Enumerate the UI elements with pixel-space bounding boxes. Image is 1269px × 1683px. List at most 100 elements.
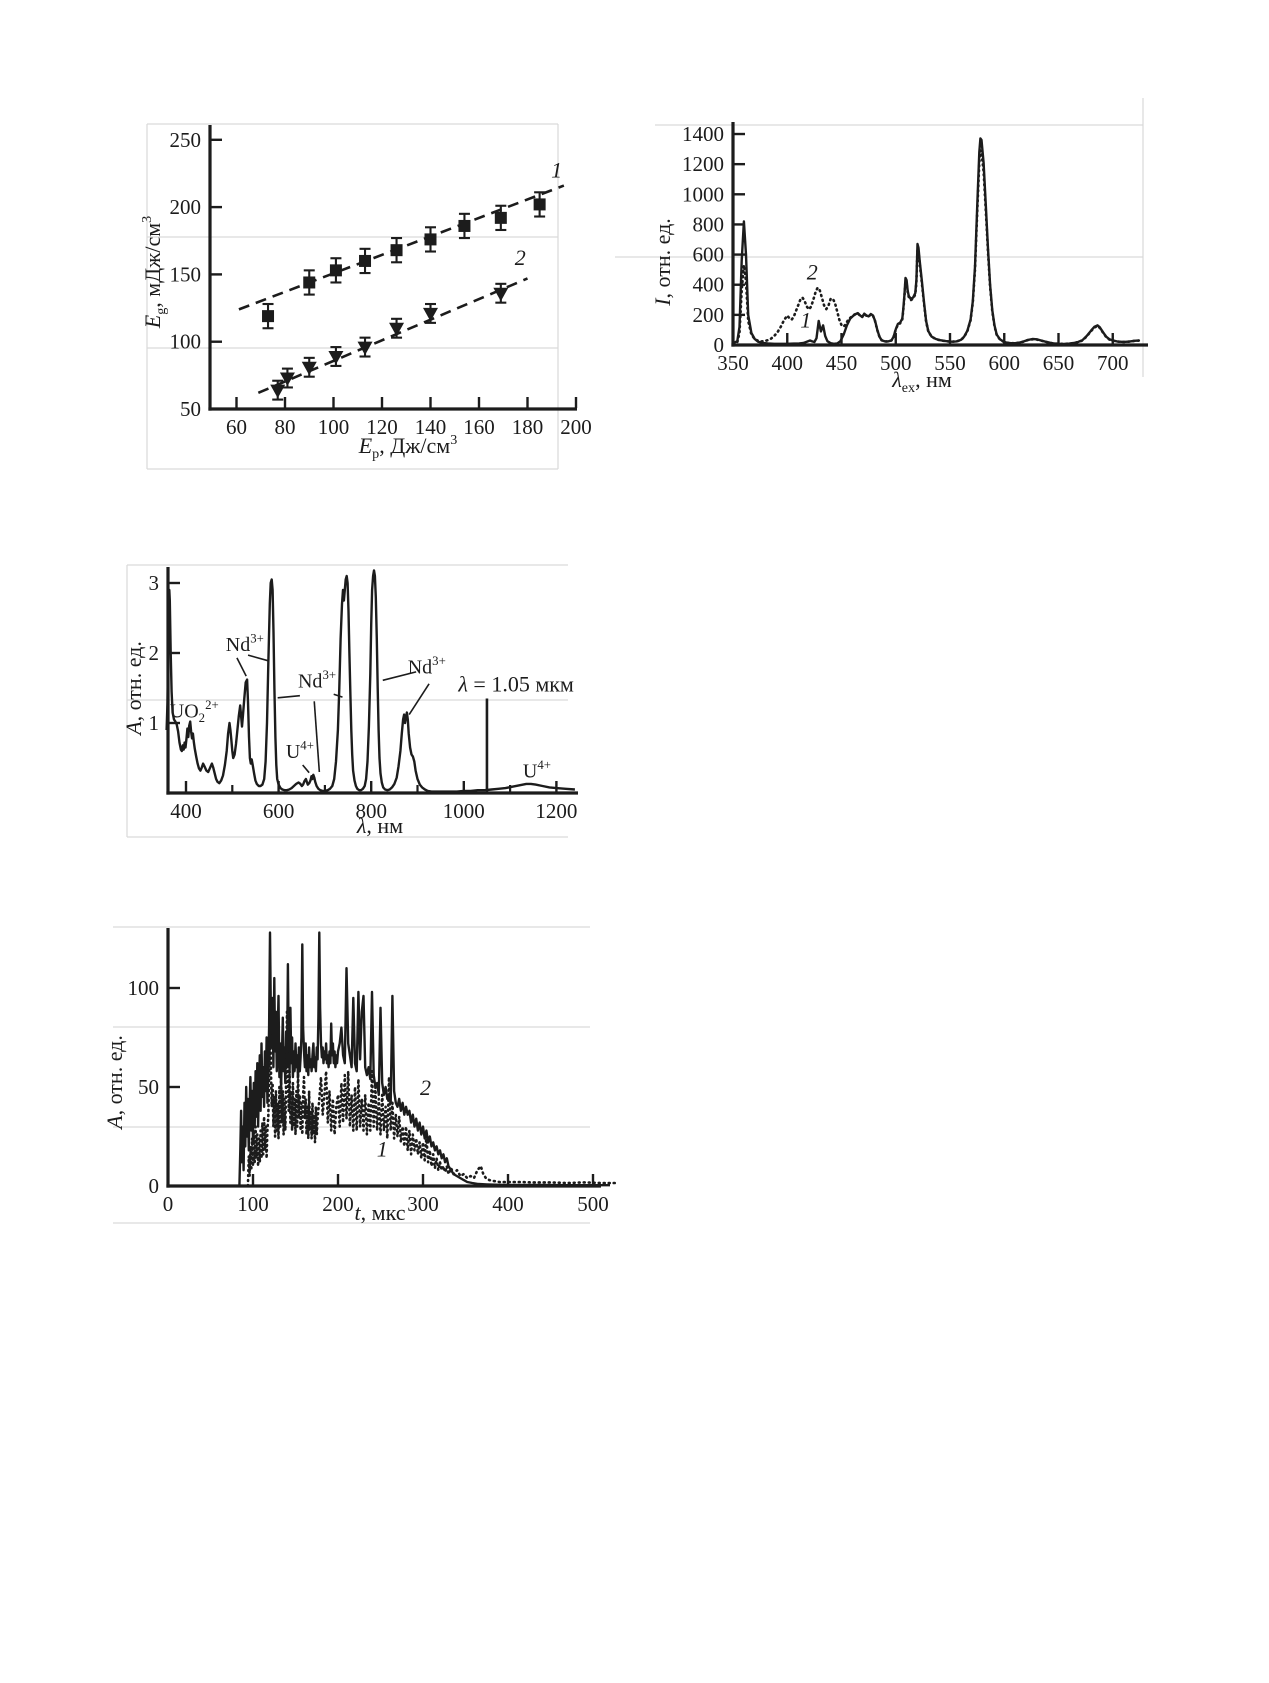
annotation-3: U4+: [286, 739, 314, 774]
axes: 400 600 800 1000 1200 1 2 3 λ, нм A, отн. ед.: [121, 567, 578, 838]
y-tick-label: 600: [693, 243, 725, 267]
annotation-leader: [382, 671, 417, 682]
y-tick-label: 150: [170, 262, 202, 286]
y-tick-label: 1: [149, 711, 160, 735]
axes: 350 400 450 500 550 600 650 700 0 200 400 600 800 100…: [650, 122, 1148, 396]
curve-absorption-spectrum: [165, 569, 575, 793]
series-1: 1: [246, 1010, 620, 1188]
y-axis-title: Eg, мДж/см3: [139, 216, 169, 329]
annotation-leader: [236, 657, 247, 677]
annotation-0: UO22+: [170, 698, 219, 725]
annotation-text: UO22+: [170, 698, 219, 725]
y-tick-label: 3: [149, 571, 160, 595]
faint-rules: [113, 98, 1144, 1224]
series-label-2: 2: [515, 245, 526, 270]
annotation-leader: [313, 701, 321, 773]
x-tick-label: 200: [560, 415, 592, 439]
x-tick-label: 550: [934, 351, 966, 375]
series-absorption-spectrum: [165, 569, 575, 793]
trend-line: [257, 277, 529, 395]
series-2: 2: [257, 245, 529, 401]
annotation-leader: [302, 764, 310, 774]
chart-excitation: 350 400 450 500 550 600 650 700 0 200 400 600 800 100…: [650, 122, 1148, 396]
x-tick-label: 100: [237, 1192, 269, 1216]
x-tick-label: 350: [717, 351, 749, 375]
data-point-square: [359, 254, 372, 267]
x-tick-label: 600: [989, 351, 1021, 375]
annotation-2: Nd3+: [277, 668, 343, 773]
x-tick-label: 160: [463, 415, 495, 439]
x-tick-label: 300: [407, 1192, 439, 1216]
y-tick-label: 0: [149, 1174, 160, 1198]
x-tick-label: 400: [492, 1192, 524, 1216]
annotation-text: U4+: [286, 739, 314, 763]
curve-2: [731, 149, 1141, 346]
y-tick-label: 50: [180, 397, 201, 421]
series-label-2: 2: [420, 1075, 431, 1100]
y-tick-label: 100: [170, 330, 202, 354]
data-point-triangle: [493, 287, 509, 302]
data-point-triangle: [357, 341, 373, 356]
data-point-triangle: [423, 307, 438, 322]
x-tick-label: 0: [163, 1192, 174, 1216]
series-2: 2: [731, 149, 1141, 346]
annotation-text: Nd3+: [226, 632, 264, 656]
annotation-4: Nd3+: [382, 654, 446, 716]
series-1: 1: [238, 157, 565, 330]
y-axis-title: I, отн. ед.: [650, 218, 675, 307]
x-axis-title: λex, нм: [891, 367, 952, 396]
x-tick-label: 120: [366, 415, 398, 439]
x-tick-label: 1200: [535, 799, 577, 823]
data-point-triangle: [389, 322, 405, 337]
series-label-1: 1: [551, 157, 562, 182]
series-2: 2: [238, 931, 610, 1187]
data-point-square: [303, 276, 316, 289]
data-point-triangle: [301, 361, 317, 376]
y-tick-label: 1200: [682, 152, 724, 176]
axes: 0 100 200 300 400 500 0 50 100 t, мкс A, отн. ед.: [102, 928, 609, 1225]
chart-fluence: 60 80 100 120 140 160 180 200 50 100 150 200 250 Ep, …: [139, 125, 592, 462]
y-axis-title: A, отн. ед.: [102, 1035, 127, 1131]
chart-kinetics: 0 100 200 300 400 500 0 50 100 t, мкс A, отн. ед. 2…: [102, 928, 620, 1225]
x-axis-title: t, мкс: [355, 1200, 406, 1225]
data-point-square: [458, 219, 471, 232]
data-point-square: [329, 264, 342, 277]
data-point-square: [494, 211, 507, 224]
x-tick-label: 700: [1097, 351, 1129, 375]
data-point-square: [262, 310, 275, 323]
y-tick-label: 200: [693, 303, 725, 327]
x-tick-label: 80: [275, 415, 296, 439]
annotation-text: Nd3+: [298, 668, 336, 692]
curve-1: [732, 137, 1139, 346]
x-tick-label: 450: [826, 351, 858, 375]
y-tick-label: 250: [170, 128, 202, 152]
annotation-5: U4+: [523, 758, 551, 782]
y-tick-label: 200: [170, 195, 202, 219]
annotation-text: Nd3+: [408, 654, 446, 678]
y-tick-label: 1400: [682, 122, 724, 146]
y-axis-title: A, отн. ед.: [121, 641, 146, 737]
curve-1: [246, 1010, 620, 1188]
x-tick-label: 650: [1043, 351, 1075, 375]
data-point-triangle: [279, 372, 295, 387]
x-tick-label: 800: [355, 799, 387, 823]
y-tick-label: 100: [128, 976, 160, 1000]
x-tick-label: 1000: [443, 799, 485, 823]
x-tick-label: 600: [263, 799, 295, 823]
annotation-leader: [333, 693, 343, 698]
annotation-1: Nd3+: [226, 632, 269, 677]
x-tick-label: 140: [415, 415, 447, 439]
x-axis-title: λ, нм: [356, 813, 403, 838]
series-label-1: 1: [377, 1136, 388, 1161]
annotation-leader: [408, 683, 430, 716]
wavelength-marker-label: λ = 1.05 мкм: [457, 672, 574, 697]
series-label-1: 1: [800, 308, 811, 333]
curve-2: [238, 931, 610, 1187]
annotation-text: U4+: [523, 758, 551, 782]
data-point-triangle: [270, 384, 286, 399]
y-tick-label: 0: [714, 333, 725, 357]
y-tick-label: 800: [693, 212, 725, 236]
x-tick-label: 100: [318, 415, 350, 439]
